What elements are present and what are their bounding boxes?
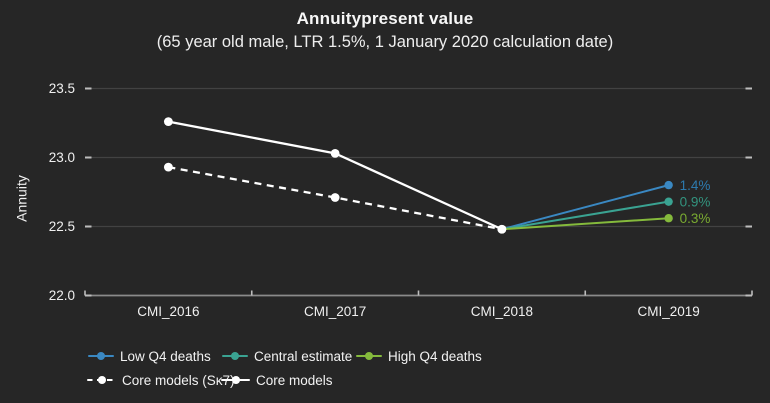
series-line-high-q4-deaths xyxy=(501,217,669,231)
x-tick-label: CMI_2019 xyxy=(637,304,700,319)
y-tick-label: 23.0 xyxy=(48,150,75,165)
legend-item-high-q4-deaths: High Q4 deaths xyxy=(356,347,482,365)
legend-swatch-blue-line-dot-icon xyxy=(88,351,114,361)
data-point-marker xyxy=(664,180,673,190)
x-tick-label: CMI_2017 xyxy=(303,304,367,319)
series-end-label: 0.9% xyxy=(680,194,711,209)
x-tick-label: CMI_2016 xyxy=(137,304,200,319)
legend-swatch-teal-line-dot-icon xyxy=(222,351,248,361)
series-end-label: 0.3% xyxy=(680,211,711,226)
legend-label: Core models (Sᴋ7) xyxy=(122,372,235,388)
legend-label: Low Q4 deaths xyxy=(120,348,211,364)
data-point-marker xyxy=(497,224,507,234)
data-point-marker xyxy=(664,197,673,206)
y-tick-label: 23.5 xyxy=(48,81,75,96)
x-tick-label: CMI_2018 xyxy=(470,304,534,319)
data-point-marker xyxy=(330,193,340,202)
data-point-marker xyxy=(330,148,340,158)
chart-subtitle: (65 year old male, LTR 1.5%, 1 January 2… xyxy=(156,33,614,51)
series-end-label: 1.4% xyxy=(680,178,711,193)
y-tick-label: 22.0 xyxy=(48,288,75,303)
legend-item-central-estimate: Central estimate xyxy=(222,347,352,365)
legend-item-core-models-sk7: Core models (Sᴋ7) xyxy=(87,371,235,389)
legend-item-core-models: Core models xyxy=(221,371,333,389)
chart-title: Annuitypresent value xyxy=(296,9,474,28)
legend-swatch-dashed-white-line-dot-icon xyxy=(87,375,116,385)
legend-label: Central estimate xyxy=(254,348,353,364)
legend-swatch-green-line-dot-icon xyxy=(356,351,382,361)
legend-item-low-q4-deaths: Low Q4 deaths xyxy=(88,347,211,365)
series-line-low-q4-deaths xyxy=(501,184,669,231)
data-point-marker xyxy=(664,214,673,223)
data-point-marker xyxy=(163,117,173,127)
y-tick-label: 22.5 xyxy=(48,219,75,234)
legend-label: Core models xyxy=(256,372,333,388)
series-line-central-estimate xyxy=(501,200,669,231)
data-point-marker xyxy=(163,162,173,172)
legend-swatch-white-line-dot-icon xyxy=(221,375,250,385)
legend-label: High Q4 deaths xyxy=(388,348,482,364)
